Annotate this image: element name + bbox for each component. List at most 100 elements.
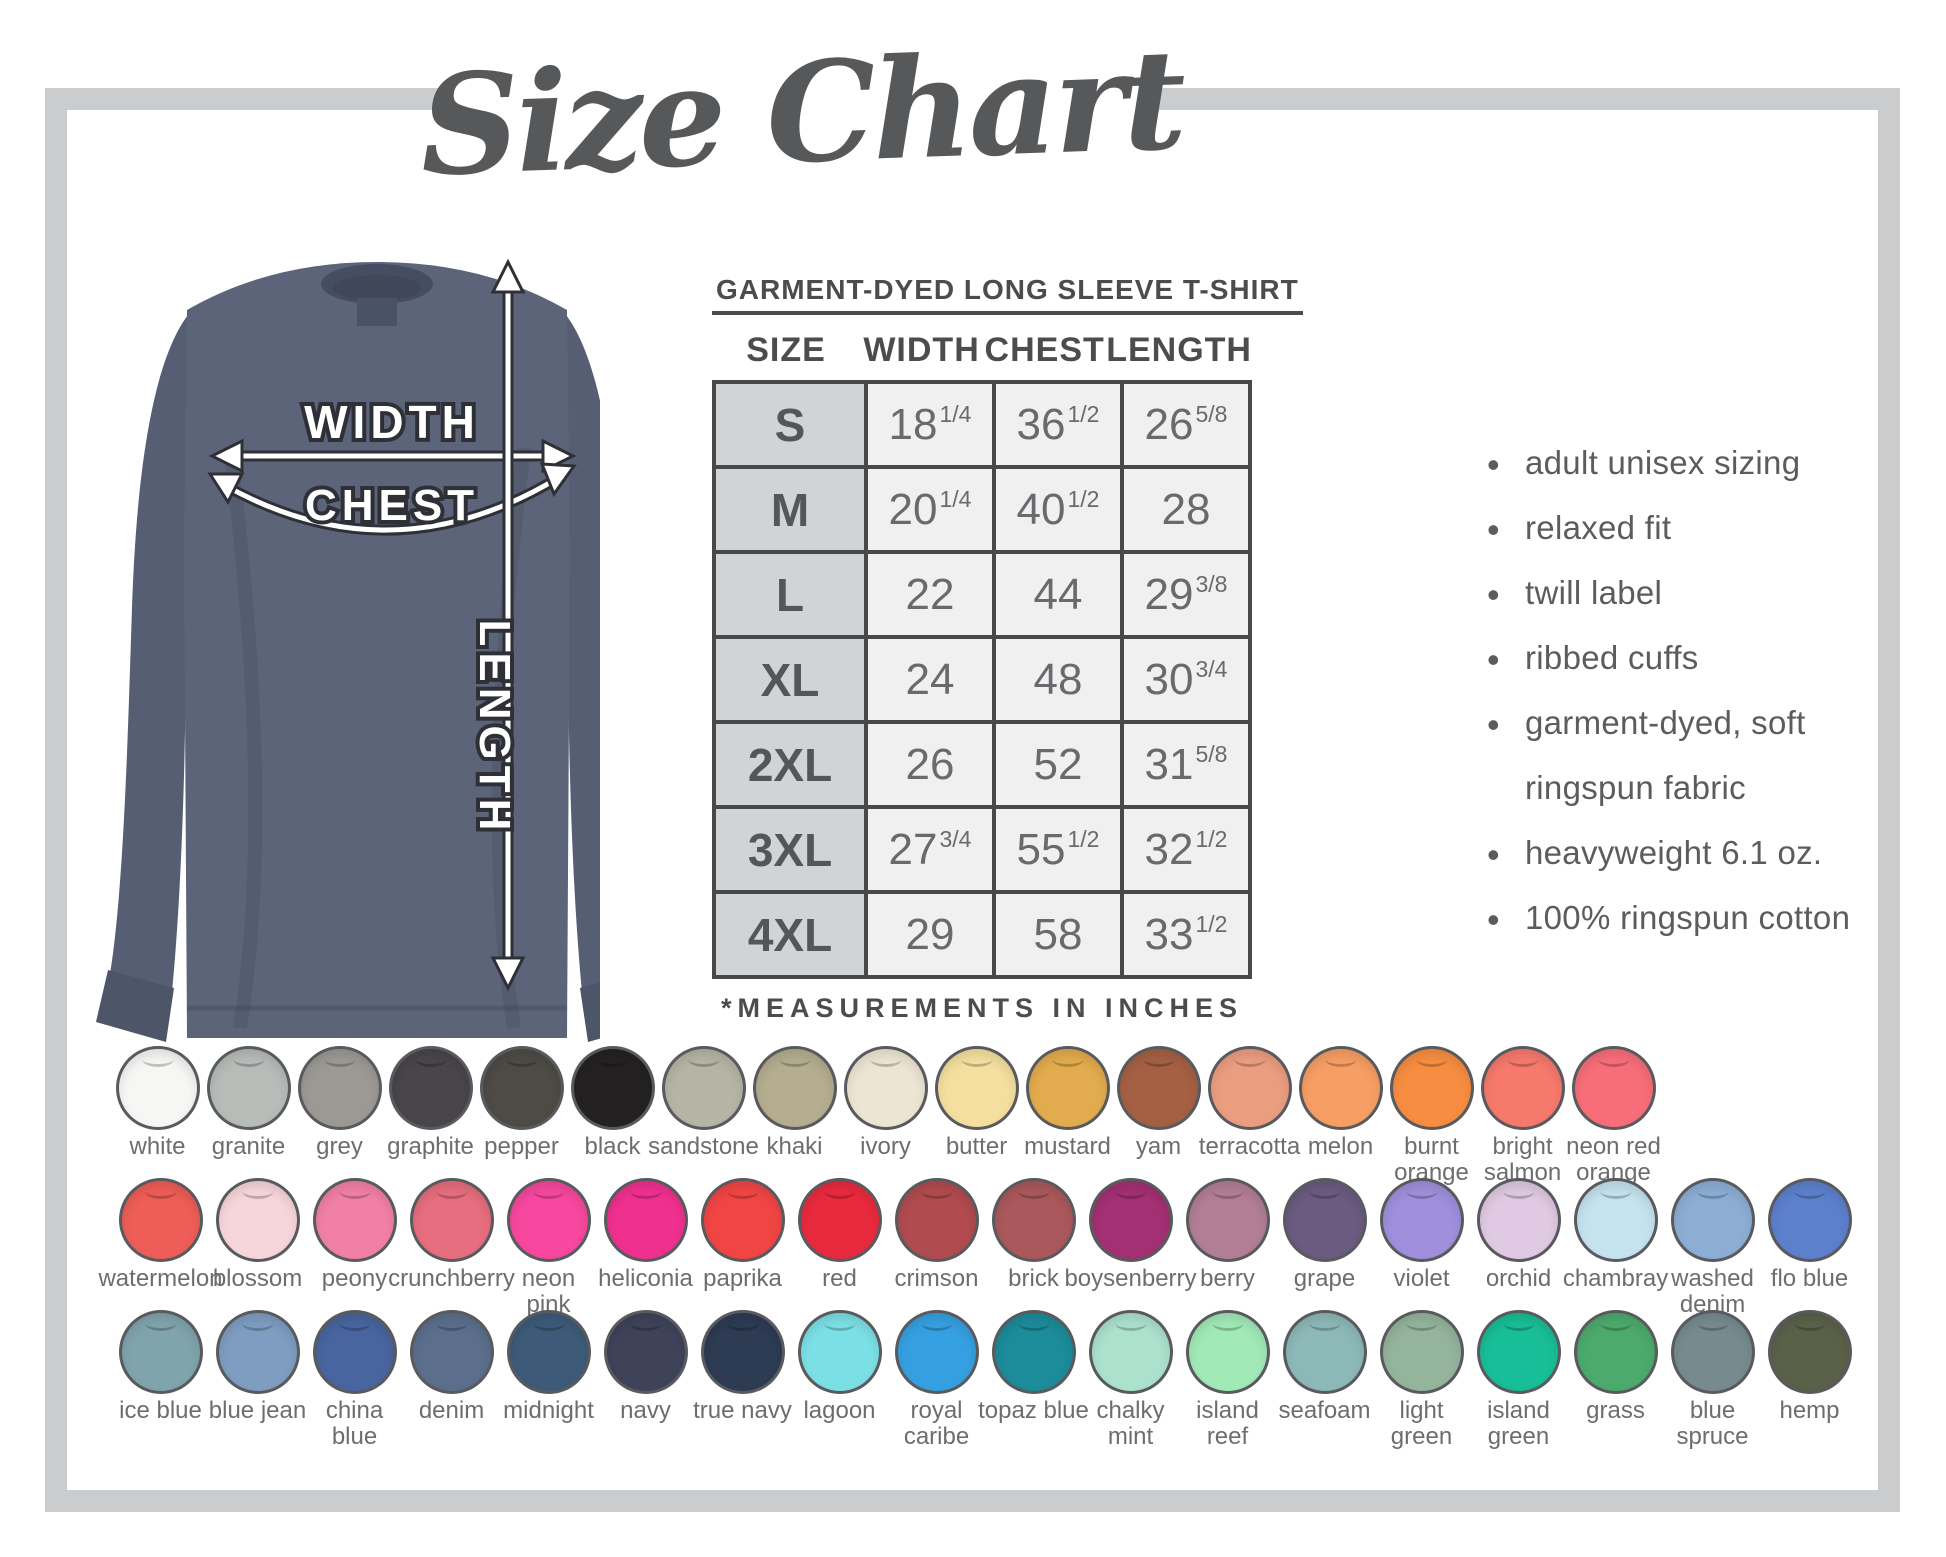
swatch-circle-blue-spruce	[1670, 1310, 1755, 1394]
swatch-circle-neon-pink	[506, 1178, 591, 1262]
swatch-circle-brick	[991, 1178, 1076, 1262]
swatch-blossom: blossom	[209, 1178, 306, 1292]
size-table: S 18 1/4 36 1/2 26 5/8 M 20 1/4 40 1/2 28 L 22 44 29 3/8 X…	[712, 380, 1252, 979]
swatch-label: royal caribe	[903, 1397, 970, 1450]
size-cell-l: L	[716, 554, 864, 635]
column-header-width: WIDTH	[863, 331, 980, 369]
swatch-label: paprika	[703, 1265, 782, 1292]
swatch-black: black	[567, 1046, 658, 1160]
swatch-label: true navy	[693, 1397, 792, 1424]
swatch-label: terracotta	[1198, 1133, 1301, 1160]
swatch-china-blue: china blue	[306, 1310, 403, 1450]
swatch-circle-navy	[603, 1310, 688, 1394]
swatch-circle-khaki	[752, 1046, 837, 1130]
swatch-circle-lagoon	[797, 1310, 882, 1394]
swatch-label: khaki	[766, 1133, 823, 1160]
s-chest-value: 36 1/2	[996, 384, 1120, 465]
swatch-row-1: white granite grey graphite pepper black sands…	[112, 1046, 1882, 1185]
swatch-label: blue spruce	[1676, 1397, 1749, 1450]
4xl-chest-value: 58	[996, 894, 1120, 975]
swatch-granite: granite	[203, 1046, 294, 1160]
swatch-circle-butter	[934, 1046, 1019, 1130]
swatch-label: peony	[321, 1265, 388, 1292]
swatch-circle-paprika	[700, 1178, 785, 1262]
swatch-chalky-mint: chalky mint	[1082, 1310, 1179, 1450]
swatch-crunchberry: crunchberry	[388, 1178, 515, 1292]
swatch-circle-grass	[1573, 1310, 1658, 1394]
swatch-grey: grey	[294, 1046, 385, 1160]
swatch-blue-spruce: blue spruce	[1664, 1310, 1761, 1450]
swatch-label: granite	[211, 1133, 286, 1160]
swatch-grape: grape	[1276, 1178, 1373, 1292]
swatch-label: brick	[1008, 1265, 1059, 1292]
tshirt-left-sleeve	[110, 310, 192, 992]
s-width-value: 18 1/4	[868, 384, 992, 465]
column-header-length: LENGTH	[1106, 331, 1252, 369]
swatch-circle-sandstone	[661, 1046, 746, 1130]
swatch-circle-terracotta	[1207, 1046, 1292, 1130]
swatch-label: blossom	[212, 1265, 303, 1292]
swatch-label: boysenberry	[1064, 1265, 1197, 1292]
swatch-circle-graphite	[388, 1046, 473, 1130]
color-swatches: white granite grey graphite pepper black sands…	[98, 1046, 1882, 1449]
feature-item: relaxed fit	[1487, 495, 1887, 566]
s-length-value: 26 5/8	[1124, 384, 1248, 465]
swatch-circle-crimson	[894, 1178, 979, 1262]
tshirt-neck-label	[357, 298, 397, 326]
m-chest-value: 40 1/2	[996, 469, 1120, 550]
swatch-navy: navy	[597, 1310, 694, 1424]
swatch-circle-orchid	[1476, 1178, 1561, 1262]
swatch-circle-true-navy	[700, 1310, 785, 1394]
length-arrow-label: LENGTH	[470, 620, 519, 837]
swatch-khaki: khaki	[749, 1046, 840, 1160]
swatch-seafoam: seafoam	[1276, 1310, 1373, 1424]
chest-arrow-label: CHEST	[305, 481, 479, 530]
swatch-label: melon	[1307, 1133, 1374, 1160]
size-cell-4xl: 4XL	[716, 894, 864, 975]
swatch-circle-black	[570, 1046, 655, 1130]
feature-item: heavyweight 6.1 oz.	[1487, 820, 1887, 891]
page-title-text: Size Chart	[417, 17, 1185, 207]
swatch-circle-flo-blue	[1767, 1178, 1852, 1262]
swatch-circle-white	[115, 1046, 200, 1130]
tshirt-left-cuff	[96, 970, 174, 1042]
tshirt-diagram: WIDTH CHEST LENGTH	[80, 248, 658, 1048]
swatch-circle-ice-blue	[118, 1310, 203, 1394]
swatch-label: seafoam	[1278, 1397, 1371, 1424]
swatch-label: red	[822, 1265, 857, 1292]
swatch-circle-mustard	[1025, 1046, 1110, 1130]
swatch-circle-ivory	[843, 1046, 928, 1130]
swatch-royal-caribe: royal caribe	[888, 1310, 985, 1450]
swatch-label: sandstone	[648, 1133, 759, 1160]
chest-arrow	[207, 462, 577, 536]
xl-length-value: 30 3/4	[1124, 639, 1248, 720]
swatch-circle-island-green	[1476, 1310, 1561, 1394]
size-cell-2xl: 2XL	[716, 724, 864, 805]
swatch-label: black	[584, 1133, 641, 1160]
swatch-label: china blue	[325, 1397, 384, 1450]
tshirt-collar-inner	[333, 275, 421, 301]
xl-width-value: 24	[868, 639, 992, 720]
swatch-circle-light-green	[1379, 1310, 1464, 1394]
swatch-label: bright salmon	[1483, 1133, 1562, 1186]
swatch-circle-berry	[1185, 1178, 1270, 1262]
swatch-circle-blue-jean	[215, 1310, 300, 1394]
3xl-width-value: 27 3/4	[868, 809, 992, 890]
swatch-butter: butter	[931, 1046, 1022, 1160]
swatch-label: ice blue	[119, 1397, 202, 1424]
length-arrow	[490, 258, 526, 992]
table-column-headers: SIZE WIDTH CHEST LENGTH	[712, 325, 1252, 380]
swatch-circle-grey	[297, 1046, 382, 1130]
swatch-denim: denim	[403, 1310, 500, 1424]
swatch-label: neon red orange	[1566, 1133, 1661, 1186]
swatch-label: chambray	[1562, 1265, 1669, 1292]
column-header-chest: CHEST	[984, 331, 1105, 369]
size-cell-xl: XL	[716, 639, 864, 720]
swatch-topaz-blue: topaz blue	[978, 1310, 1089, 1424]
swatch-violet: violet	[1373, 1178, 1470, 1292]
swatch-circle-royal-caribe	[894, 1310, 979, 1394]
2xl-length-value: 31 5/8	[1124, 724, 1248, 805]
swatch-circle-watermelon	[118, 1178, 203, 1262]
swatch-circle-yam	[1116, 1046, 1201, 1130]
